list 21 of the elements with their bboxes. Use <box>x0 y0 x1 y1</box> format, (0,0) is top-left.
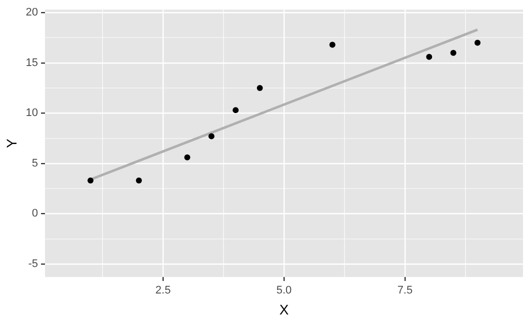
point <box>329 42 336 48</box>
point <box>426 54 432 60</box>
y-tick-label: 20 <box>26 6 38 19</box>
y-tick-label: 5 <box>32 157 38 170</box>
y-tick-label: 15 <box>26 56 38 69</box>
point <box>232 107 239 114</box>
y-tick-label: 0 <box>32 208 38 220</box>
y-tick-label: 10 <box>26 107 38 120</box>
x-axis-title: X <box>279 301 290 318</box>
point <box>256 85 263 92</box>
point <box>474 40 481 46</box>
x-tick-label: 7.5 <box>397 284 413 297</box>
point <box>136 177 142 184</box>
point <box>184 154 190 160</box>
point <box>450 50 456 56</box>
point <box>88 177 94 184</box>
y-tick-label: -5 <box>28 258 38 270</box>
point <box>208 133 214 140</box>
x-tick-label: 5.0 <box>276 284 292 297</box>
x-tick-label: 2.5 <box>155 284 171 297</box>
y-axis-title: Y <box>3 138 20 148</box>
